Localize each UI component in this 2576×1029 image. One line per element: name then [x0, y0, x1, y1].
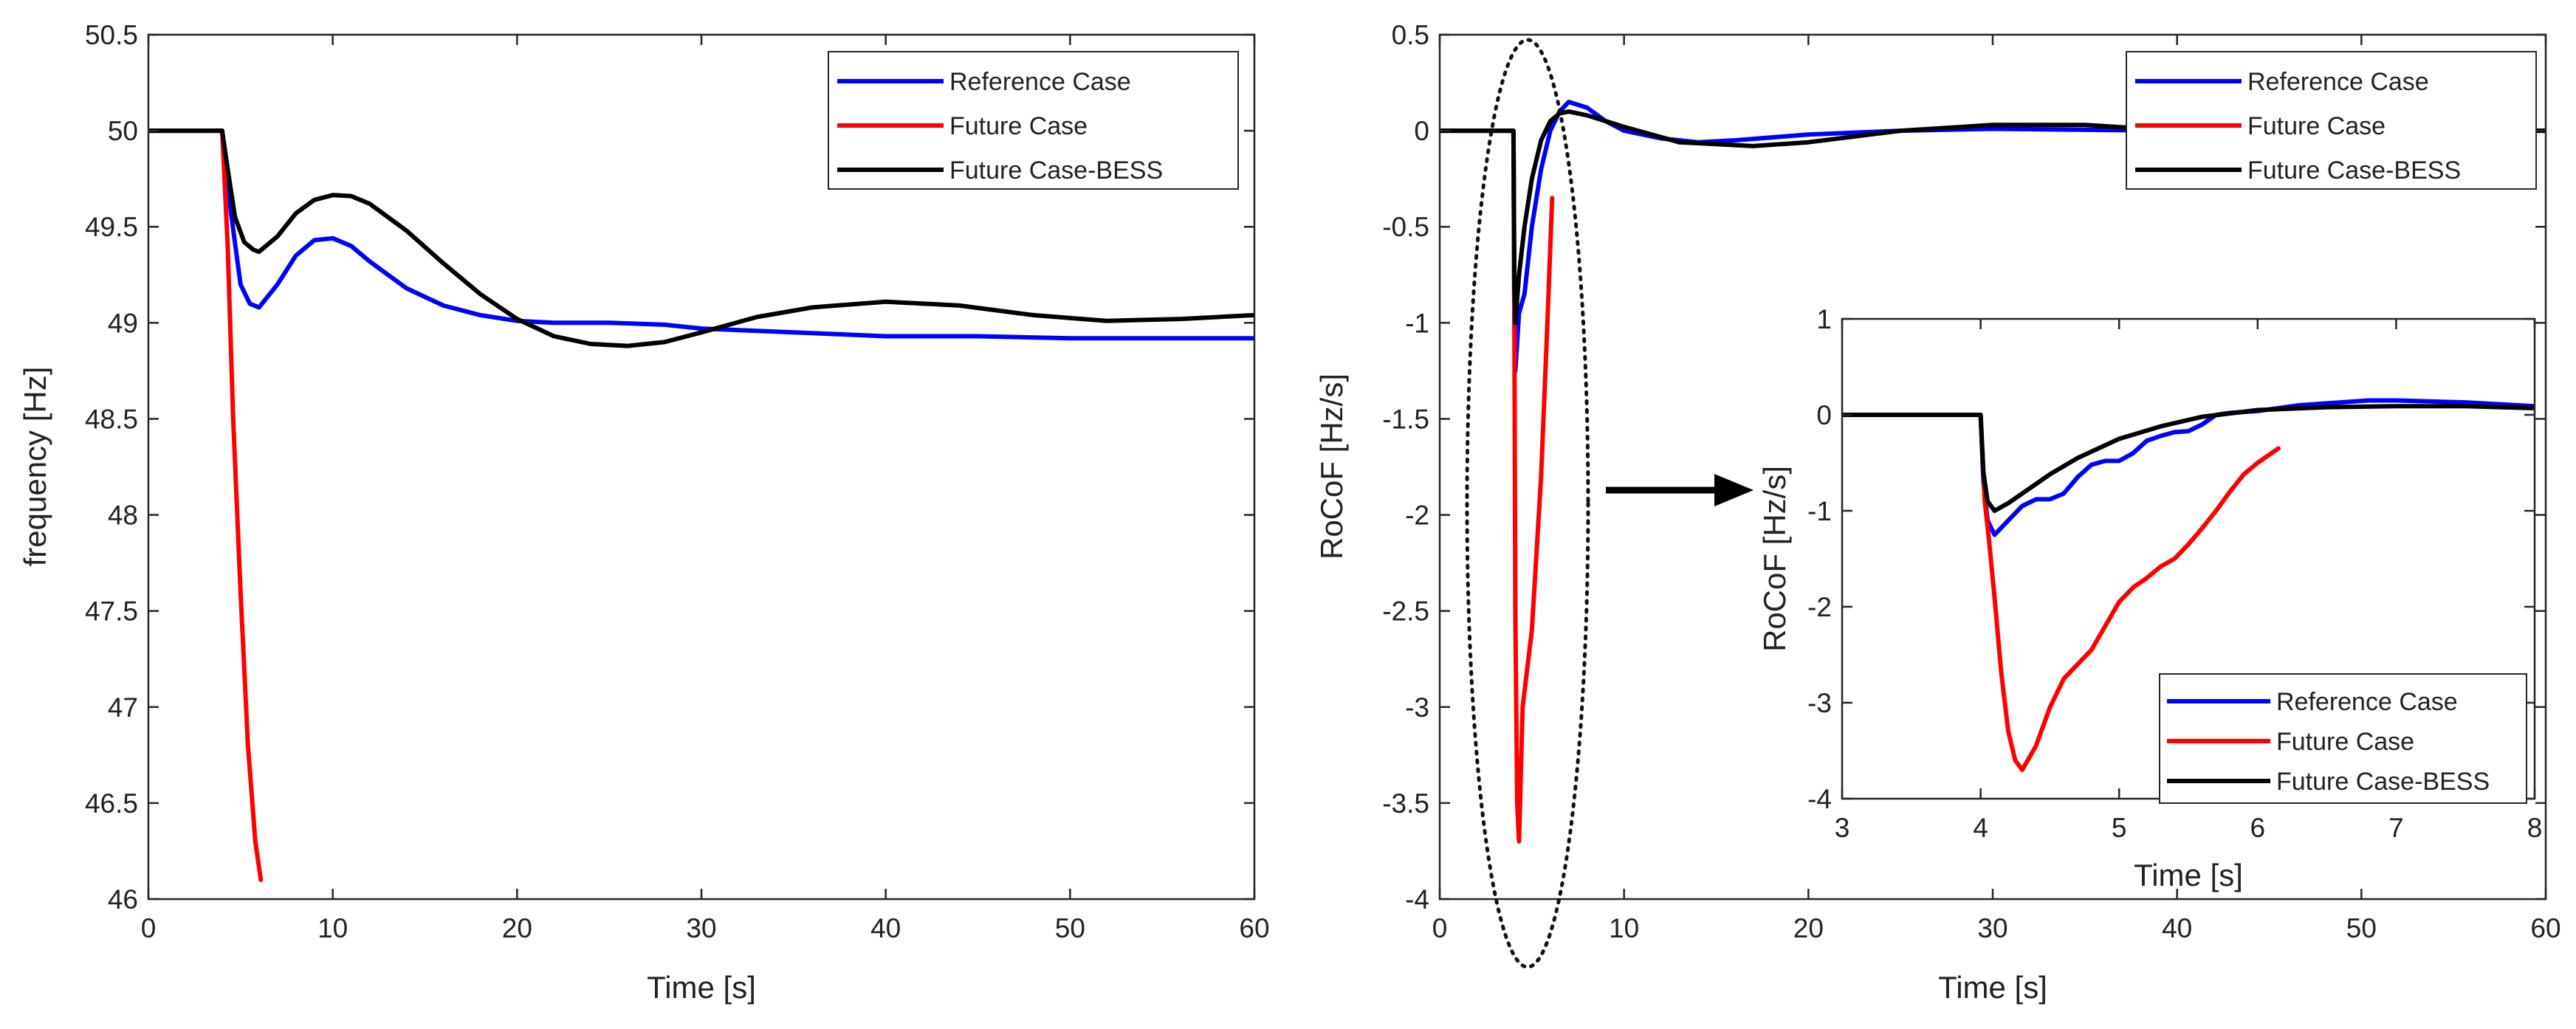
rocof-y-tick-label: -3.5 — [1382, 788, 1429, 819]
rocof-series-group — [1440, 100, 2546, 844]
frequency-y-tick-label: 49 — [108, 308, 138, 338]
inset-series-future-case-bess — [1842, 404, 2535, 513]
rocof-x-tick-label: 20 — [1793, 913, 1824, 943]
rocof-series-future-case-bess — [1440, 109, 2546, 326]
frequency-y-tick-label: 46.5 — [85, 788, 138, 819]
rocof-y-tick-label: -3 — [1405, 692, 1429, 723]
rocof-y-tick-label: -2 — [1405, 500, 1429, 531]
frequency-y-tick-label: 47.5 — [85, 596, 138, 627]
inset-y-tick-label: -4 — [1807, 784, 1832, 814]
inset-tick-group: 3 4 5 6 7 8 -4 -3 -2 -1 0 1 — [1807, 304, 2542, 843]
rocof-y-tick-label: 0 — [1414, 116, 1429, 146]
frequency-x-axis-label: Time [s] — [647, 970, 756, 1005]
frequency-legend-bess: Future Case-BESS — [949, 156, 1163, 185]
inset-x-tick-label: 7 — [2388, 813, 2404, 843]
inset-series-reference-case — [1842, 398, 2535, 537]
inset-x-axis-label: Time [s] — [2134, 858, 2243, 892]
inset-y-axis-label: RoCoF [Hz/s] — [1757, 466, 1792, 652]
zoom-region-ellipse — [1465, 38, 1590, 969]
inset-y-tick-label: -1 — [1807, 496, 1832, 526]
frequency-x-tick-label: 20 — [502, 913, 532, 943]
frequency-y-tick-label: 47 — [108, 692, 138, 723]
frequency-x-tick-label: 50 — [1055, 913, 1085, 943]
rocof-inset-panel: 3 4 5 6 7 8 -4 -3 -2 -1 0 1 Time [s] RoCoF [Hz/s] R… — [1757, 304, 2542, 892]
zoom-arrow-head — [1714, 474, 1754, 506]
inset-x-tick-label: 5 — [2112, 813, 2127, 843]
inset-legend-future: Future Case — [2276, 728, 2414, 756]
rocof-y-tick-label: -0.5 — [1382, 212, 1429, 242]
inset-x-tick-label: 4 — [1973, 813, 1988, 843]
frequency-x-tick-label: 60 — [1239, 913, 1269, 943]
rocof-x-tick-label: 60 — [2530, 913, 2560, 943]
frequency-legend: Reference Case Future Case Future Case-B… — [828, 51, 1239, 190]
frequency-x-tick-label: 40 — [870, 913, 901, 943]
inset-y-tick-label: -3 — [1807, 688, 1832, 718]
rocof-y-tick-label: 0.5 — [1392, 20, 1429, 50]
frequency-x-tick-label: 10 — [317, 913, 348, 943]
inset-legend-reference: Reference Case — [2276, 688, 2458, 716]
frequency-x-tick-label: 30 — [686, 913, 716, 943]
inset-y-tick-label: 1 — [1816, 304, 1832, 334]
frequency-y-tick-label: 49.5 — [85, 212, 138, 242]
frequency-series-future-case-bess — [148, 128, 1254, 348]
rocof-legend-box — [2126, 51, 2537, 190]
inset-y-tick-label: -2 — [1807, 592, 1832, 622]
frequency-x-tick-label: 0 — [141, 913, 157, 943]
rocof-legend-future: Future Case — [2247, 112, 2386, 140]
frequency-tick-group: 0 10 20 30 40 50 60 46 46.5 47 47.5 48 48.5 49 49.5 50 5… — [85, 20, 1270, 943]
inset-series-group — [1842, 398, 2535, 772]
rocof-y-tick-label: -1 — [1405, 308, 1429, 338]
rocof-legend: Reference Case Future Case Future Case-B… — [2126, 51, 2537, 190]
rocof-x-tick-label: 30 — [1977, 913, 2007, 943]
frequency-panel: 0 10 20 30 40 50 60 46 46.5 47 47.5 48 48.5 49 49.5 50 5… — [18, 20, 1270, 1005]
rocof-x-tick-label: 50 — [2346, 913, 2377, 943]
rocof-x-axis-label: Time [s] — [1938, 970, 2047, 1005]
frequency-legend-future: Future Case — [949, 112, 1088, 140]
rocof-y-axis-label: RoCoF [Hz/s] — [1314, 374, 1349, 560]
rocof-y-tick-label: -1.5 — [1382, 404, 1429, 434]
frequency-y-tick-label: 48.5 — [85, 404, 138, 434]
inset-series-future-case — [1842, 413, 2281, 772]
rocof-x-tick-label: 40 — [2162, 913, 2192, 943]
rocof-y-tick-label: -4 — [1405, 884, 1429, 915]
inset-legend: Reference Case Future Case Future Case-B… — [2159, 673, 2527, 804]
inset-x-tick-label: 6 — [2250, 813, 2266, 843]
rocof-y-tick-label: -2.5 — [1382, 596, 1429, 627]
rocof-x-tick-label: 10 — [1609, 913, 1639, 943]
frequency-legend-reference: Reference Case — [949, 68, 1131, 96]
rocof-x-tick-label: 0 — [1432, 913, 1448, 943]
rocof-legend-reference: Reference Case — [2247, 68, 2429, 96]
frequency-series-group — [148, 128, 1254, 882]
frequency-legend-box — [828, 51, 1239, 190]
rocof-legend-bess: Future Case-BESS — [2247, 156, 2461, 185]
frequency-y-axis-label: frequency [Hz] — [18, 367, 52, 567]
inset-x-tick-label: 3 — [1835, 813, 1850, 843]
frequency-y-tick-label: 50 — [108, 116, 138, 146]
inset-x-tick-label: 8 — [2527, 813, 2543, 843]
frequency-y-tick-label: 50.5 — [85, 20, 138, 50]
frequency-y-tick-label: 48 — [108, 500, 138, 531]
frequency-y-tick-label: 46 — [108, 884, 138, 915]
inset-legend-bess: Future Case-BESS — [2276, 768, 2490, 796]
inset-y-tick-label: 0 — [1816, 400, 1832, 430]
frequency-series-reference-case — [148, 128, 1254, 341]
rocof-tick-group: 0 10 20 30 40 50 60-4-3.5-3-2.5-2-1.5-1-0.500.… — [1382, 20, 2560, 943]
